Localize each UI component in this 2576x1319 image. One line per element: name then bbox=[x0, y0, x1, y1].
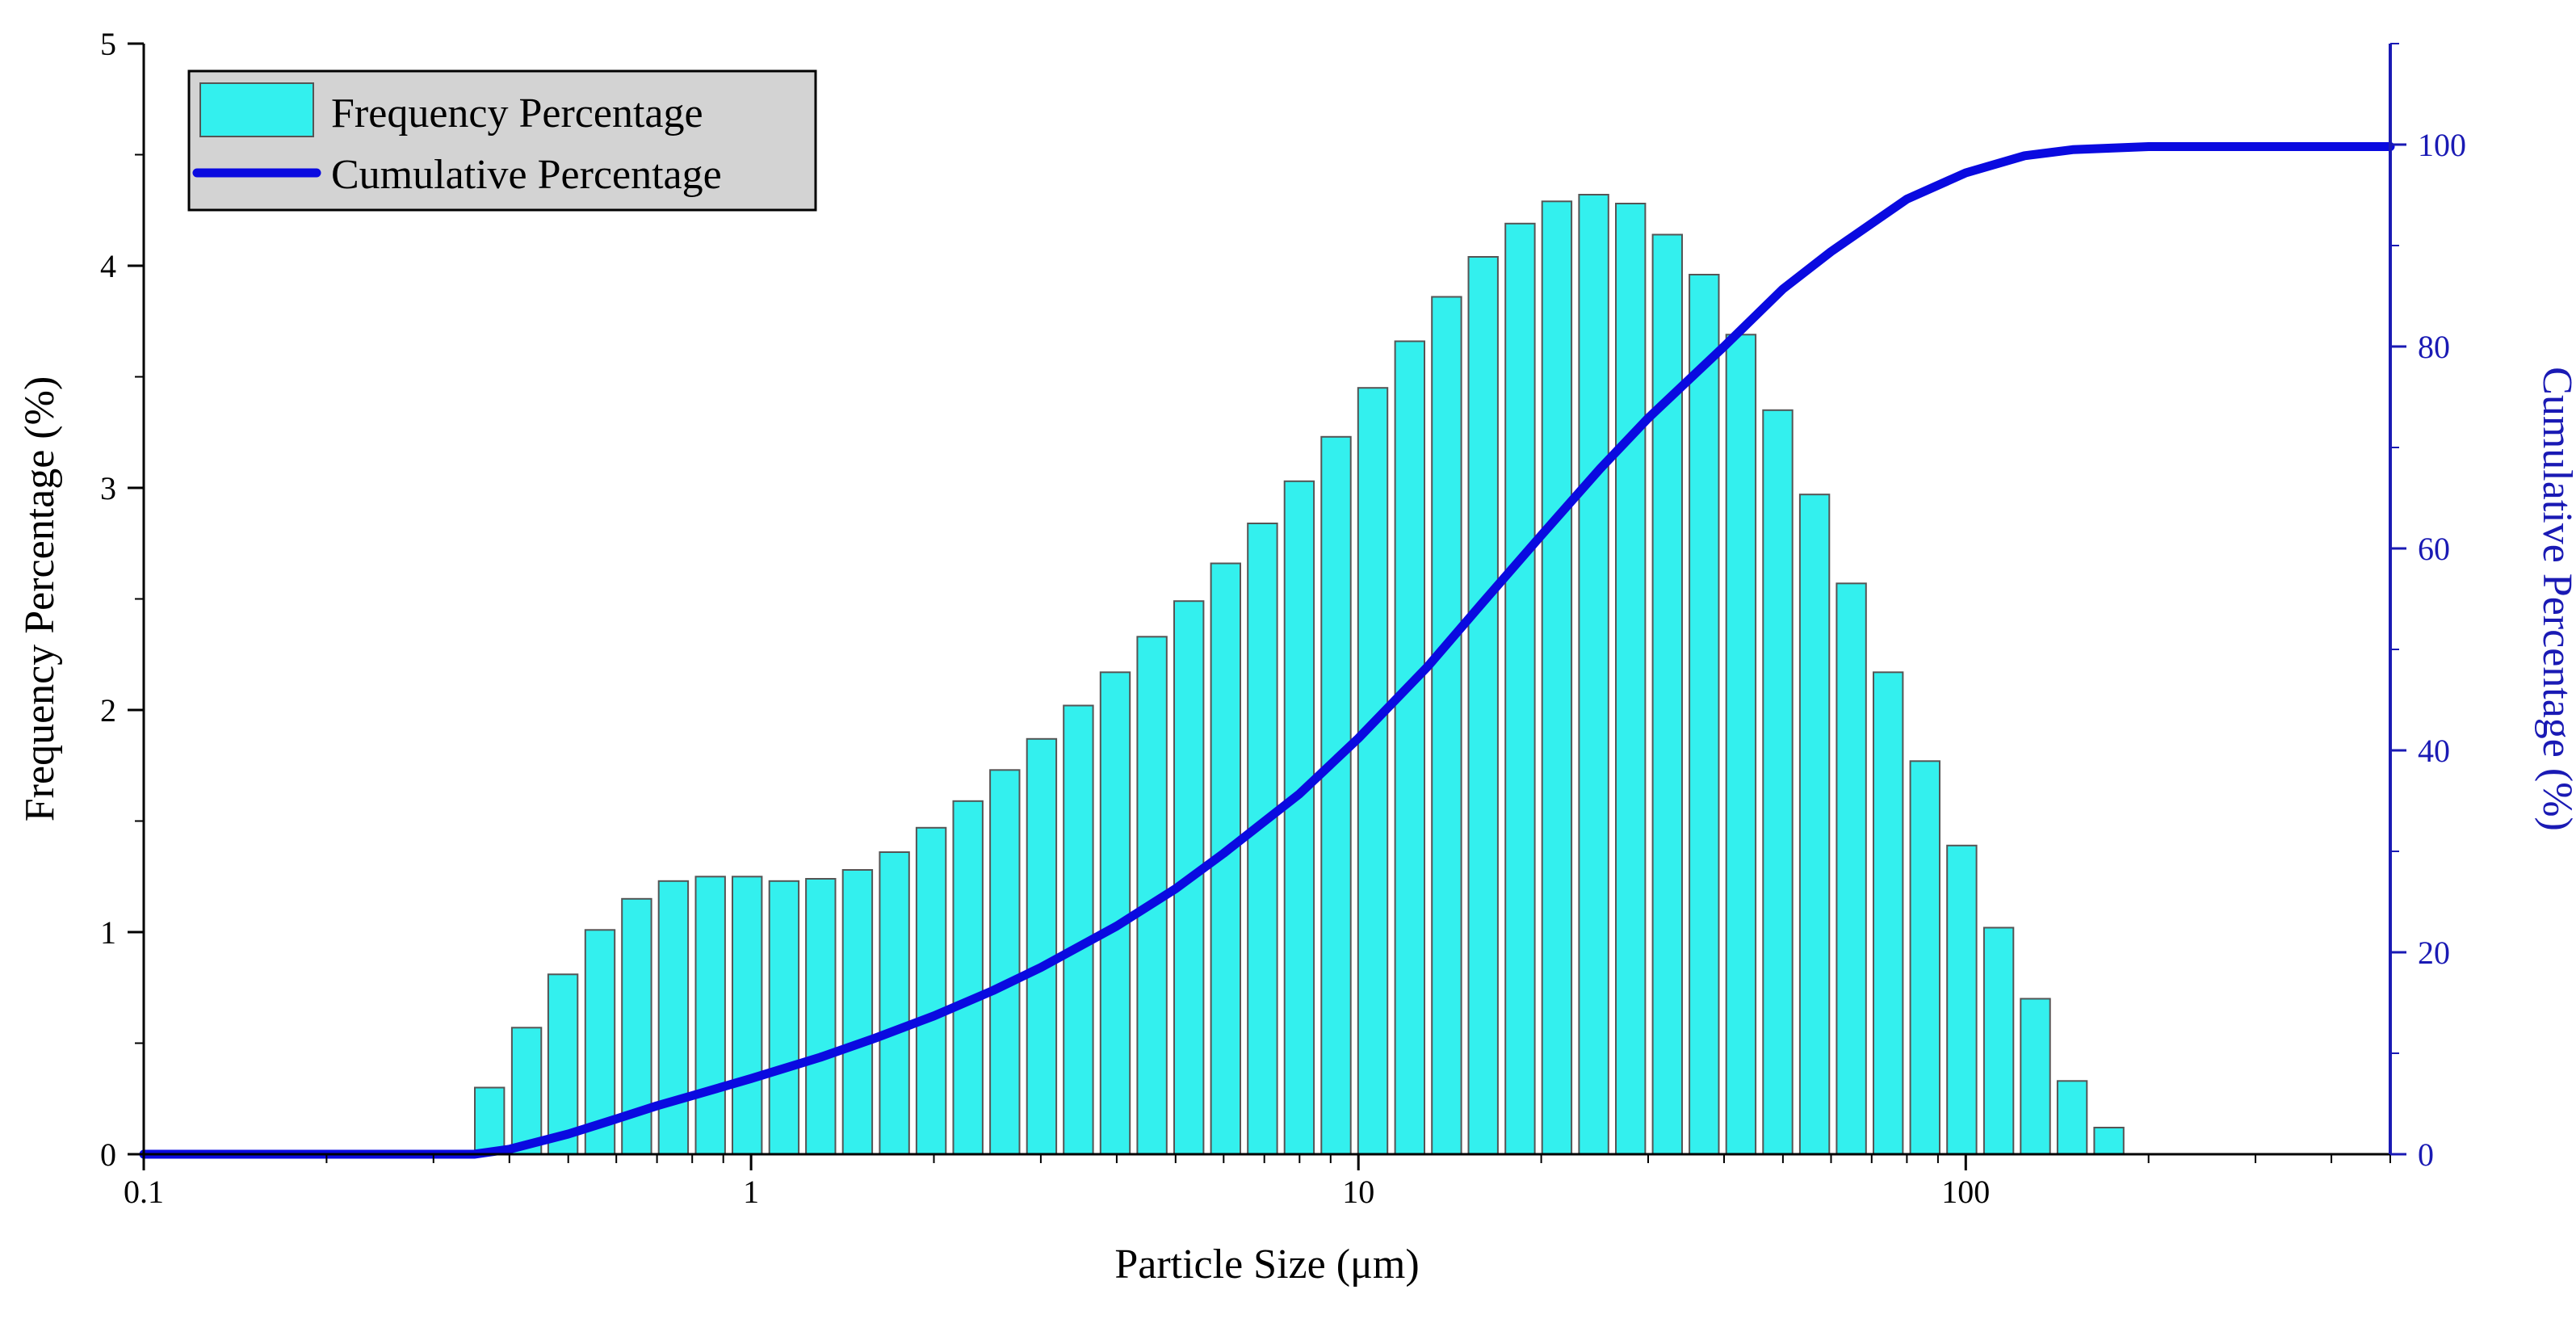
bar-6 bbox=[694, 876, 726, 1156]
bar-25 bbox=[1394, 340, 1425, 1155]
bar-38 bbox=[1873, 671, 1904, 1156]
y-tick-label: 1 bbox=[100, 914, 116, 951]
bar-21 bbox=[1247, 523, 1278, 1155]
legend-label-cumulative: Cumulative Percentage bbox=[331, 152, 722, 198]
bar-12 bbox=[915, 826, 947, 1156]
bar-13 bbox=[952, 800, 984, 1156]
y2-tick-label: 20 bbox=[2418, 935, 2450, 971]
axes-layer bbox=[128, 42, 2406, 1170]
bar-0 bbox=[474, 1086, 506, 1155]
line-layer bbox=[139, 142, 2395, 1159]
cumulative-line bbox=[139, 142, 2395, 1159]
y2-tick-label: 60 bbox=[2418, 531, 2450, 567]
bar-35 bbox=[1762, 409, 1794, 1156]
legend-label-frequency: Frequency Percentage bbox=[331, 90, 703, 137]
bars-layer bbox=[474, 194, 2125, 1156]
bar-24 bbox=[1357, 387, 1389, 1155]
bar-9 bbox=[805, 878, 837, 1155]
bar-17 bbox=[1099, 671, 1131, 1156]
y-tick-label: 4 bbox=[100, 248, 116, 284]
bar-2 bbox=[547, 973, 579, 1156]
y2-axis-title: Cumulative Percentage (%) bbox=[2534, 367, 2576, 831]
y-axis-title: Frequency Percentage (%) bbox=[17, 376, 63, 822]
bar-40 bbox=[1946, 844, 1978, 1156]
legend: Frequency Percentage Cumulative Percenta… bbox=[187, 69, 817, 212]
bar-42 bbox=[2020, 998, 2051, 1155]
bar-28 bbox=[1504, 222, 1536, 1156]
x-axis-title: Particle Size (μm) bbox=[1114, 1241, 1419, 1287]
bar-11 bbox=[879, 851, 910, 1155]
bar-44 bbox=[2093, 1127, 2125, 1155]
bar-27 bbox=[1467, 256, 1499, 1155]
y2-tick-label: 80 bbox=[2418, 329, 2450, 365]
tick-labels-layer: 0.1 1 10 100 0 1 2 3 4 5 0 20 40 60 80 100 bbox=[100, 26, 2466, 1210]
bar-15 bbox=[1026, 737, 1058, 1156]
y-tick-label: 0 bbox=[100, 1136, 116, 1173]
bar-10 bbox=[841, 869, 874, 1155]
x-tick-label: 10 bbox=[1342, 1174, 1374, 1210]
bar-43 bbox=[2056, 1080, 2088, 1156]
bar-33 bbox=[1689, 274, 1720, 1155]
bar-37 bbox=[1836, 582, 1867, 1156]
y-tick-label: 2 bbox=[100, 692, 116, 729]
bar-39 bbox=[1909, 760, 1941, 1156]
y2-tick-label: 40 bbox=[2418, 733, 2450, 769]
x-tick-label: 100 bbox=[1941, 1174, 1990, 1210]
x-tick-label: 1 bbox=[743, 1174, 759, 1210]
bar-34 bbox=[1725, 334, 1757, 1156]
bar-36 bbox=[1798, 494, 1831, 1155]
bar-30 bbox=[1578, 194, 1609, 1155]
bar-5 bbox=[657, 880, 690, 1156]
y2-tick-label: 0 bbox=[2418, 1136, 2434, 1173]
y-tick-label: 3 bbox=[100, 470, 116, 506]
bar-32 bbox=[1651, 233, 1683, 1155]
bar-16 bbox=[1063, 704, 1094, 1155]
bar-31 bbox=[1615, 203, 1647, 1155]
y2-tick-label: 100 bbox=[2418, 127, 2466, 163]
y-tick-label: 5 bbox=[100, 26, 116, 62]
bar-26 bbox=[1431, 296, 1462, 1155]
bar-14 bbox=[989, 769, 1021, 1156]
bar-41 bbox=[1982, 926, 2015, 1155]
legend-swatch-frequency bbox=[199, 82, 314, 137]
bar-22 bbox=[1283, 480, 1315, 1156]
bar-8 bbox=[768, 880, 800, 1156]
bar-23 bbox=[1320, 435, 1352, 1156]
x-tick-label: 0.1 bbox=[124, 1174, 164, 1210]
bar-29 bbox=[1541, 200, 1573, 1156]
bar-7 bbox=[732, 876, 763, 1156]
bar-1 bbox=[510, 1027, 543, 1156]
